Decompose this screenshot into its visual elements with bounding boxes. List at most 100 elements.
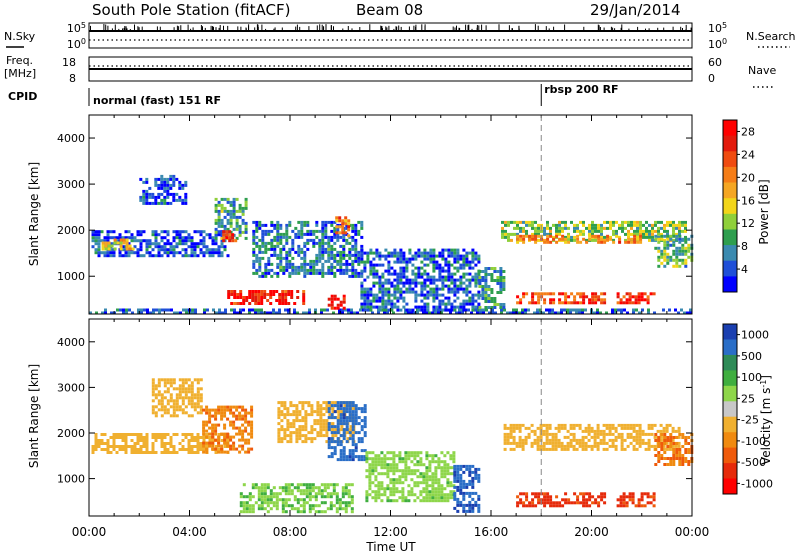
heatmap-cell [266,498,270,502]
heatmap-cell [653,311,656,315]
heatmap-cell [316,401,320,405]
heatmap-cell [160,433,164,436]
heatmap-cell [674,308,677,312]
heatmap-cell [336,235,340,239]
heatmap-cell [456,290,460,294]
heatmap-cell [669,220,672,224]
heatmap-cell [101,241,105,245]
heatmap-cell [431,475,435,479]
heatmap-cell [423,281,427,285]
heatmap-cell [546,495,550,499]
heatmap-cell [232,447,236,451]
heatmap-cell [335,498,339,502]
heatmap-cell [139,230,143,234]
heatmap-cell [327,238,331,242]
heatmap-cell [339,413,343,417]
heatmap-cell [310,431,314,435]
heatmap-cell [407,499,411,503]
heatmap-cell [331,422,335,426]
heatmap-cell [202,254,206,258]
heatmap-cell [145,201,149,205]
heatmap-cell [214,251,218,255]
heatmap-cell [621,226,624,230]
heatmap-cell [386,496,390,500]
heatmap-cell [669,442,673,445]
heatmap-cell [548,423,552,427]
heatmap-cell [416,451,420,455]
heatmap-cell [576,292,580,296]
heatmap-cell [502,303,506,306]
heatmap-cell [578,311,581,315]
heatmap-cell [443,487,447,491]
heatmap-cell [279,235,283,239]
heatmap-cell [354,253,358,257]
heatmap-cell [456,509,460,513]
heatmap-cell [636,240,640,244]
heatmap-cell [333,410,337,414]
heatmap-cell [154,183,158,187]
heatmap-cell [654,237,658,241]
heatmap-cell [441,281,445,285]
heatmap-cell [465,254,469,258]
heatmap-cell [323,495,327,499]
heatmap-cell [321,271,325,275]
heatmap-cell [247,441,251,445]
heatmap-cell [232,423,236,427]
heatmap-cell [157,390,161,394]
heatmap-cell [387,269,391,273]
heatmap-cell [651,232,654,236]
heatmap-cell [360,284,364,288]
heatmap-cell [548,447,552,451]
heatmap-cell [417,248,421,252]
heatmap-cell [145,251,149,255]
heatmap-cell [614,311,617,315]
heatmap-cell [616,295,620,299]
heatmap-cell [519,492,523,496]
heatmap-cell [484,267,488,270]
heatmap-cell [564,223,567,227]
heatmap-cell [453,251,457,255]
heatmap-cell [318,241,322,245]
heatmap-cell [493,279,497,282]
heatmap-cell [681,258,685,262]
heatmap-cell [620,432,624,436]
heatmap-cell [145,192,149,196]
heatmap-cell [374,499,378,503]
heatmap-cell [633,229,636,233]
heatmap-cell [211,251,215,255]
heatmap-cell [612,238,615,242]
heatmap-cell [181,378,185,382]
heatmap-cell [263,492,267,496]
heatmap-cell [166,402,170,406]
heatmap-cell [115,436,119,439]
heatmap-cell [581,438,585,442]
heatmap-cell [594,295,598,299]
heatmap-cell [407,457,411,461]
heatmap-cell [304,434,308,438]
heatmap-cell [539,423,543,427]
heatmap-cell [449,457,453,461]
heatmap-cell [302,504,306,508]
heatmap-cell [444,269,448,273]
heatmap-cell [414,296,418,300]
heatmap-cell [250,426,254,430]
heatmap-cell [202,408,206,412]
heatmap-cell [503,447,507,451]
heatmap-cell [605,447,609,451]
heatmap-cell [303,256,307,260]
heatmap-cell [543,495,547,499]
heatmap-cell [402,281,406,285]
heatmap-cell [597,495,601,499]
heatmap-cell [561,292,565,296]
heatmap-cell [97,230,101,234]
heatmap-cell [429,281,433,285]
heatmap-cell [554,311,557,315]
heatmap-cell [619,501,623,505]
heatmap-cell [277,422,281,426]
heatmap-cell [534,232,537,236]
heatmap-cell [357,274,361,278]
heatmap-cell [244,426,248,430]
heatmap-cell [420,308,424,312]
heatmap-cell [609,226,612,230]
heatmap-cell [223,224,227,228]
